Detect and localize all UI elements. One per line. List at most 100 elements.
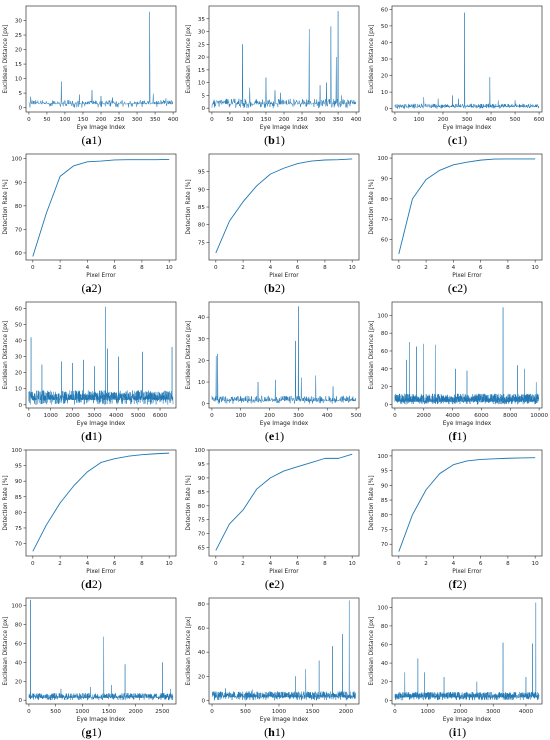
- x-tick-label: 150: [261, 117, 272, 123]
- y-tick-label: 80: [381, 197, 389, 203]
- x-tick-label: 8: [506, 265, 510, 271]
- plot-frame: [25, 449, 177, 557]
- caption-letter: a: [85, 133, 92, 147]
- panel-b2: 0 2 4 6 8 10 75 80 85 90 95 Pixel Error Detection Ra…: [183, 148, 366, 296]
- x-tick-label: 0: [393, 709, 397, 715]
- x-tick-label: 4000: [445, 413, 460, 419]
- x-tick-label: 200: [96, 117, 107, 123]
- x-tick-label: 6: [479, 265, 483, 271]
- panel-e1: 0 100 200 300 400 500 0 10 20 30 40 Eye Image Index…: [183, 296, 366, 444]
- y-tick-label: 90: [15, 479, 23, 485]
- panel-caption: (e2): [264, 577, 285, 591]
- y-tick-label: 75: [198, 240, 206, 246]
- y-tick-label: 95: [15, 464, 23, 470]
- x-tick-label: 250: [114, 117, 125, 123]
- y-tick-label: 80: [198, 602, 206, 608]
- y-tick-label: 70: [198, 532, 206, 538]
- y-tick-label: 40: [15, 660, 23, 666]
- y-tick-label: 50: [381, 24, 389, 30]
- y-tick-label: 100: [377, 605, 388, 611]
- x-axis-label: Pixel Error: [269, 273, 299, 279]
- panel-f1: 0 2000 4000 6000 8000 10000 0 20 40 60 80 100 Eye Im…: [366, 296, 549, 444]
- panel-caption: (d1): [81, 429, 102, 443]
- x-tick-label: 400: [351, 117, 362, 123]
- caption-number: 1: [457, 133, 464, 147]
- x-tick-label: 1000: [75, 709, 90, 715]
- y-tick-label: 75: [15, 526, 23, 532]
- y-tick-label: 0: [201, 698, 205, 704]
- panel-caption: (f2): [448, 577, 467, 591]
- y-tick-label: 60: [381, 349, 389, 355]
- caption-number: 2: [91, 281, 98, 295]
- x-tick-label: 10: [349, 561, 357, 567]
- x-tick-label: 350: [333, 117, 344, 123]
- caption-number: 2: [457, 281, 464, 295]
- x-tick-label: 2: [424, 265, 428, 271]
- chart-b2: 0 2 4 6 8 10 75 80 85 90 95 Pixel Error Detection Ra…: [186, 153, 360, 279]
- y-tick-label: 0: [384, 107, 388, 113]
- x-tick-label: 50: [226, 117, 234, 123]
- y-tick-label: 25: [15, 33, 23, 39]
- plot-frame: [25, 153, 177, 261]
- y-tick-label: 30: [15, 355, 23, 361]
- x-tick-label: 10: [166, 561, 174, 567]
- panel-caption: (f1): [448, 429, 467, 443]
- y-axis-label: Detection Rate [%]: [369, 475, 375, 530]
- y-tick-label: 10: [15, 387, 23, 393]
- caption-letter: e: [268, 577, 275, 591]
- y-axis-label: Detection Rate [%]: [3, 475, 9, 530]
- y-axis-label: Detection Rate [%]: [369, 179, 375, 234]
- x-tick-label: 500: [50, 709, 61, 715]
- chart-i1: 0 1000 2000 3000 4000 0 20 40 60 80 100 Eye Image I…: [369, 597, 543, 723]
- x-tick-label: 150: [78, 117, 89, 123]
- x-tick-label: 2000: [339, 709, 354, 715]
- y-axis-label: Detection Rate [%]: [186, 179, 192, 234]
- x-tick-label: 400: [486, 117, 497, 123]
- panel-caption: (b2): [264, 281, 285, 295]
- plot-frame: [391, 449, 543, 557]
- x-tick-label: 8: [506, 561, 510, 567]
- caption-letter: f: [452, 429, 457, 443]
- plot-frame: [391, 153, 543, 261]
- x-tick-label: 500: [240, 709, 251, 715]
- panel-i1: 0 1000 2000 3000 4000 0 20 40 60 80 100 Eye Image I…: [366, 592, 549, 740]
- y-tick-label: 80: [381, 624, 389, 630]
- caption-letter: c: [451, 281, 458, 295]
- x-axis-label: Eye Image Index: [260, 717, 309, 723]
- y-tick-label: 100: [194, 448, 205, 454]
- chart-f2: 0 2 4 6 8 10 70 75 80 85 90 95 100 Pixel Error Detecti…: [369, 449, 543, 575]
- y-tick-label: 90: [198, 476, 206, 482]
- y-tick-label: 20: [198, 358, 206, 364]
- x-tick-label: 10: [166, 265, 174, 271]
- chart-g1: 0 500 1000 1500 2000 2500 0 20 40 60 80 100 Eye Imag…: [3, 597, 177, 723]
- chart-c2: 0 2 4 6 8 10 60 70 80 90 100 Pixel Error Detection R…: [369, 153, 543, 279]
- panel-c2: 0 2 4 6 8 10 60 70 80 90 100 Pixel Error Detection R…: [366, 148, 549, 296]
- y-tick-label: 75: [381, 528, 389, 534]
- caption-letter: g: [85, 725, 92, 739]
- y-tick-label: 30: [381, 57, 389, 63]
- x-tick-label: 400: [168, 117, 179, 123]
- panel-d1: 0 1000 2000 3000 4000 5000 6000 0 10 20 30 40 50 60 Ey…: [0, 296, 183, 444]
- y-tick-label: 20: [381, 385, 389, 391]
- plot-frame: [25, 301, 177, 409]
- plot-frame: [391, 5, 543, 113]
- y-tick-label: 30: [15, 19, 23, 25]
- caption-letter: i: [452, 725, 457, 739]
- x-axis-label: Pixel Error: [452, 569, 482, 575]
- x-axis-label: Eye Image Index: [443, 717, 492, 723]
- y-axis-label: Detection Rate [%]: [3, 179, 9, 234]
- y-tick-label: 100: [11, 157, 22, 163]
- chart-a1: 0 50 100 150 200 250 300 350 400 0 5 10 15 20 25 30 Eye …: [3, 5, 179, 131]
- y-tick-label: 60: [381, 642, 389, 648]
- caption-number: 1: [91, 429, 98, 443]
- x-tick-label: 4: [86, 561, 90, 567]
- y-tick-label: 0: [384, 402, 388, 408]
- x-tick-label: 2: [424, 561, 428, 567]
- x-tick-label: 4: [269, 561, 273, 567]
- series-line: [211, 600, 357, 701]
- x-tick-label: 8000: [503, 413, 518, 419]
- x-tick-label: 350: [150, 117, 161, 123]
- x-tick-label: 0: [393, 117, 397, 123]
- x-tick-label: 2: [58, 561, 62, 567]
- y-tick-label: 60: [15, 306, 23, 312]
